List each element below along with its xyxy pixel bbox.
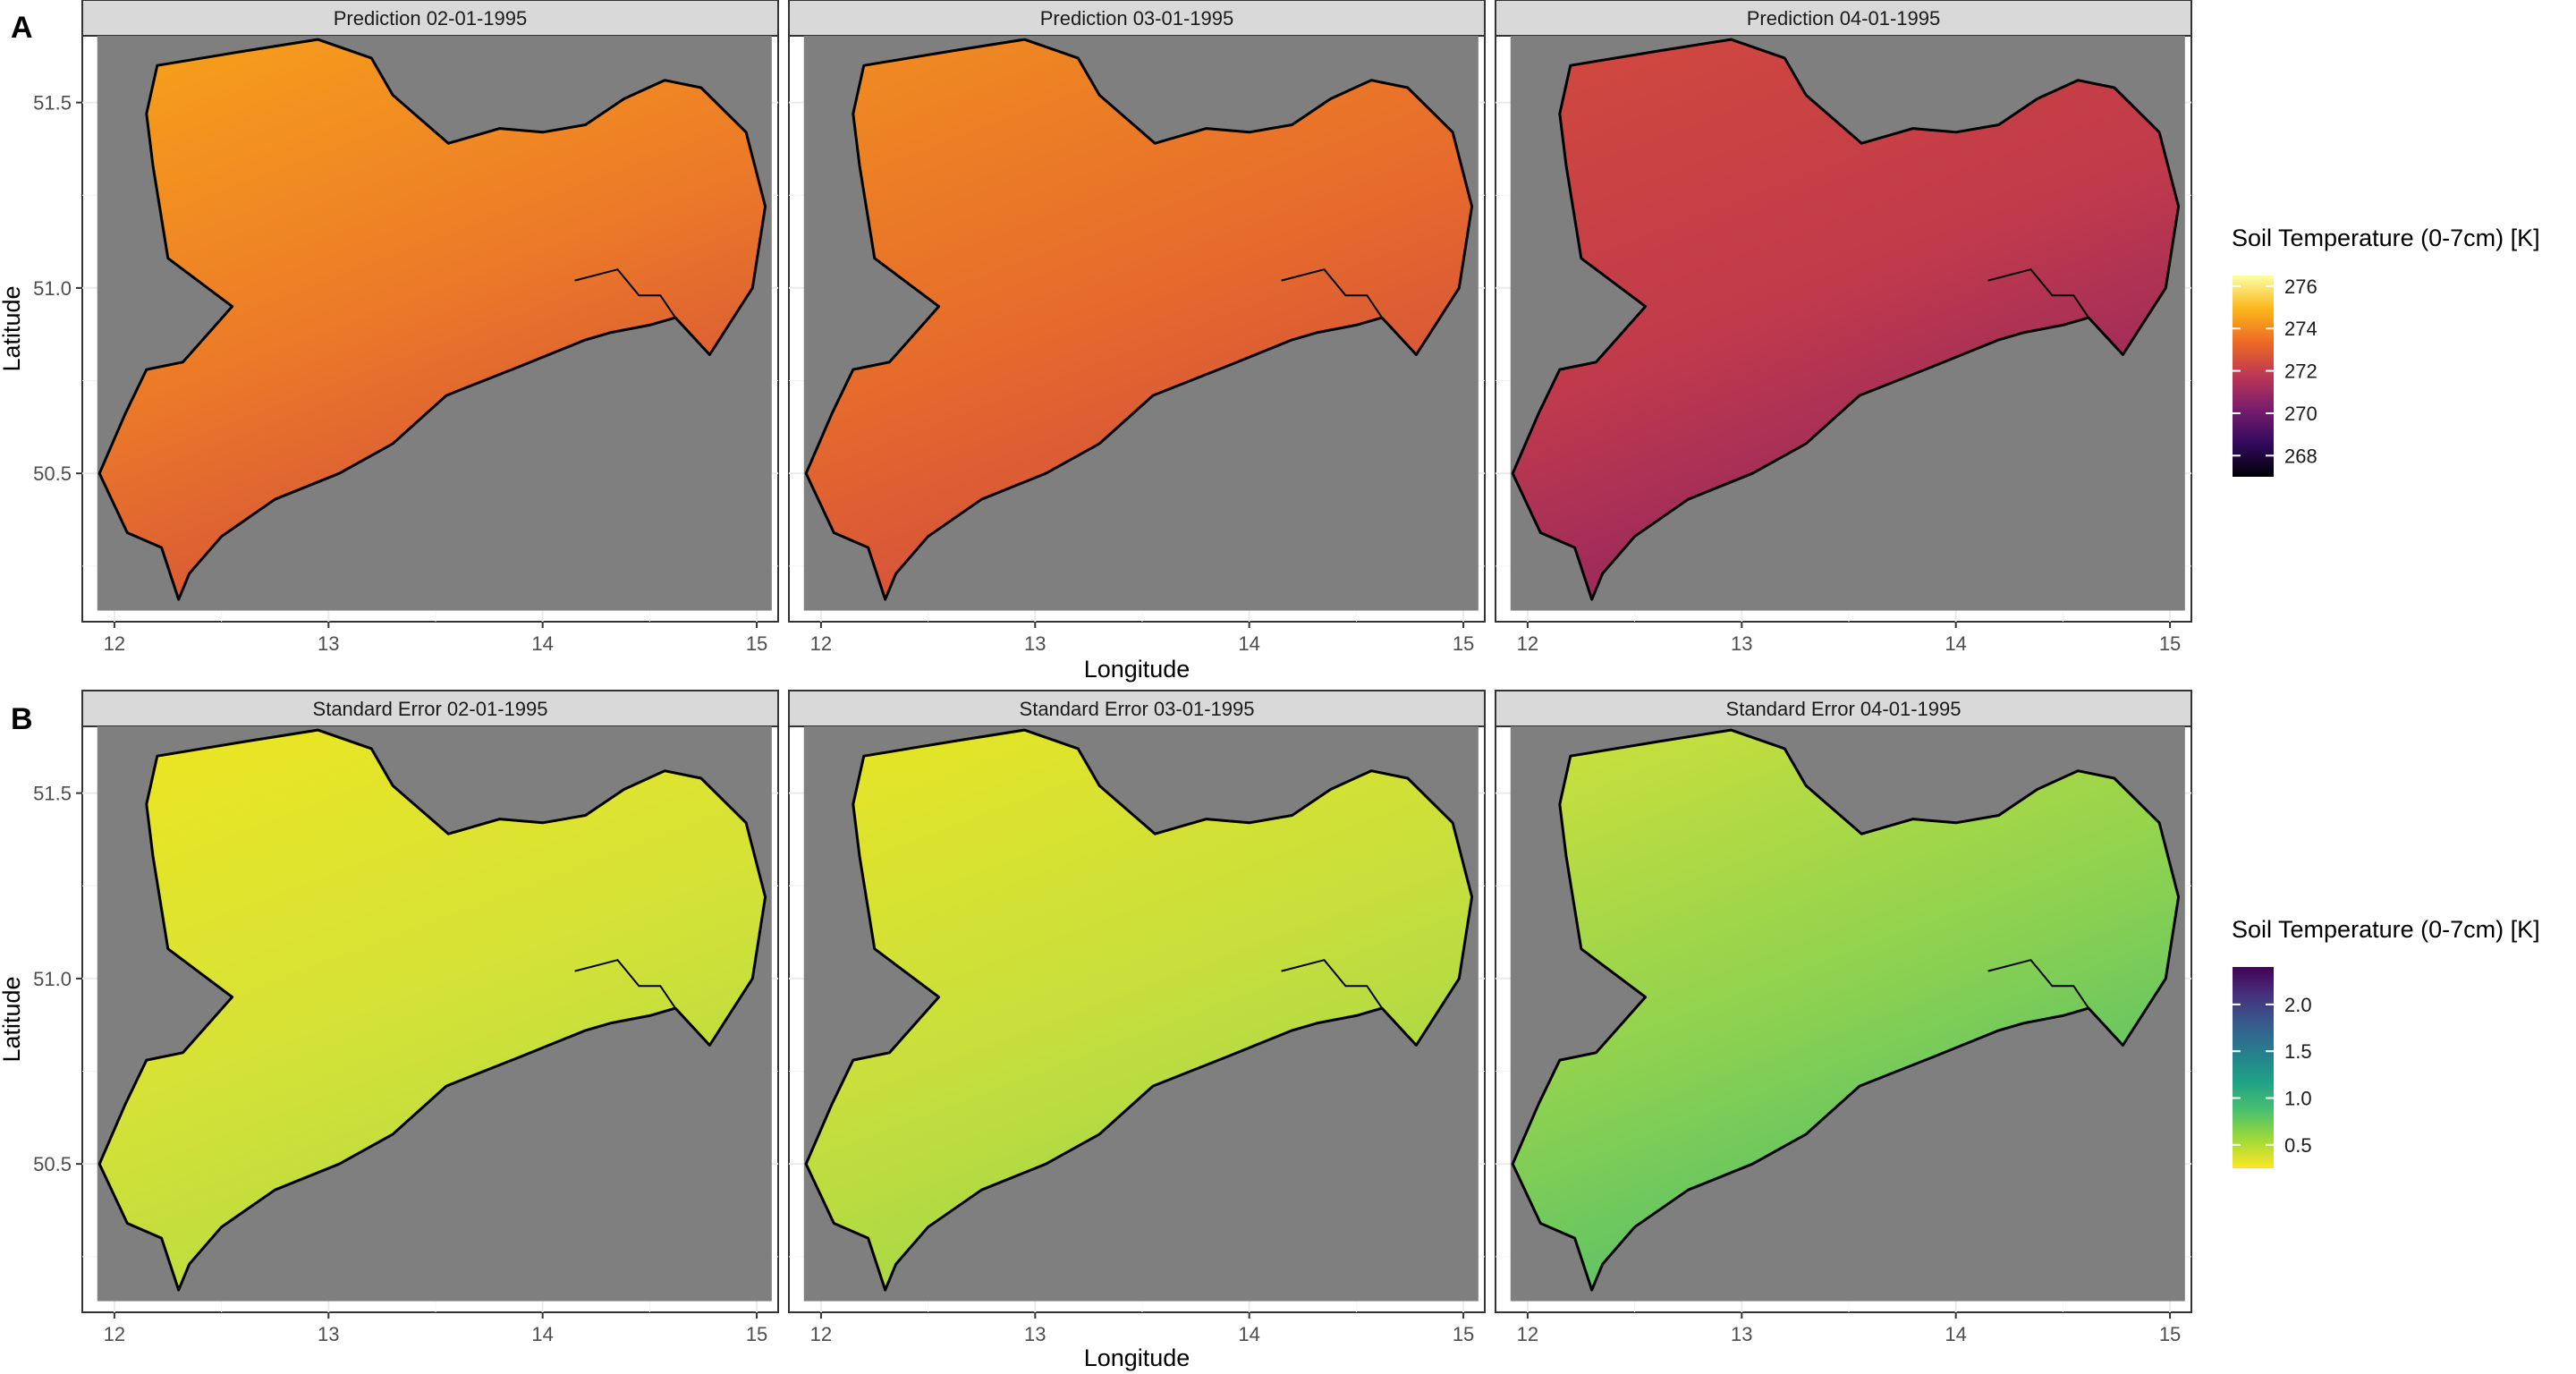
facet-strip-label: Prediction 02-01-1995 bbox=[334, 7, 527, 30]
x-tick-label: 12 bbox=[1517, 1323, 1538, 1345]
x-axis-title: Longitude bbox=[1084, 1344, 1191, 1371]
region-notch-outline bbox=[1987, 959, 2089, 1009]
legend-a: Soil Temperature (0-7cm) [K] 276 274 272 270… bbox=[2232, 225, 2540, 477]
facet-strip-label: Standard Error 03-01-1995 bbox=[1020, 698, 1255, 720]
x-tick-label: 13 bbox=[318, 632, 339, 655]
panel-letter: A bbox=[11, 11, 33, 45]
x-tick-label: 15 bbox=[746, 632, 767, 655]
x-tick-label: 15 bbox=[2159, 632, 2181, 655]
x-tick-label: 14 bbox=[1945, 632, 1966, 655]
region-notch-outline bbox=[574, 959, 676, 1009]
row-b-standard-error: Standard Error 02-01-1995 12 13 14 15 50.5 51.… bbox=[0, 690, 2192, 1371]
x-tick-label: 13 bbox=[1731, 632, 1752, 655]
facet-standard-error-2: Standard Error 03-01-1995 12 13 14 15 bbox=[788, 690, 1486, 1345]
legend-break-label: 1.0 bbox=[2284, 1088, 2312, 1110]
y-tick-label: 50.5 bbox=[33, 462, 72, 485]
x-tick-label: 12 bbox=[810, 632, 832, 655]
legend-break-label: 276 bbox=[2284, 276, 2318, 298]
y-tick-label: 51.0 bbox=[33, 277, 72, 300]
region-raster bbox=[97, 728, 767, 1292]
facet-strip bbox=[788, 690, 1486, 727]
region-raster bbox=[97, 38, 767, 601]
facet-standard-error-3: Standard Error 04-01-1995 12 13 14 15 bbox=[1495, 690, 2192, 1345]
facet-strip bbox=[788, 0, 1486, 37]
x-tick-label: 12 bbox=[810, 1323, 832, 1345]
x-tick-label: 14 bbox=[1238, 632, 1259, 655]
x-axis-title: Longitude bbox=[1084, 656, 1191, 683]
legend-break-label: 0.5 bbox=[2284, 1134, 2312, 1157]
facet-strip-label: Prediction 03-01-1995 bbox=[1040, 7, 1233, 30]
facet-strip-label: Standard Error 04-01-1995 bbox=[1726, 698, 1962, 720]
region-raster bbox=[1511, 728, 2181, 1292]
y-axis-title: Latitude bbox=[0, 285, 25, 371]
legend-colorbar bbox=[2233, 276, 2274, 477]
y-axis-title: Latitude bbox=[0, 976, 25, 1062]
x-tick-label: 15 bbox=[1453, 632, 1474, 655]
x-tick-label: 15 bbox=[1453, 1323, 1474, 1345]
row-a-prediction: Prediction 02-01-1995 12 13 14 15 50.5 51.0 51.… bbox=[0, 0, 2192, 683]
region-raster bbox=[1511, 38, 2181, 601]
region-notch-outline bbox=[1281, 268, 1383, 318]
legend-break-label: 272 bbox=[2284, 360, 2318, 383]
region-notch-outline bbox=[1281, 959, 1383, 1009]
legend-b: Soil Temperature (0-7cm) [K] 2.0 1.5 1.0 0.5 bbox=[2232, 916, 2540, 1168]
x-tick-label: 12 bbox=[104, 632, 125, 655]
panel-letter: B bbox=[11, 702, 33, 736]
region-raster bbox=[804, 38, 1474, 601]
legend-break-label: 270 bbox=[2284, 403, 2318, 425]
legend-title: Soil Temperature (0-7cm) [K] bbox=[2232, 916, 2540, 943]
facet-strip-label: Standard Error 02-01-1995 bbox=[313, 698, 548, 720]
legend-colorbar bbox=[2233, 967, 2274, 1168]
legend-break-label: 1.5 bbox=[2284, 1040, 2312, 1063]
legend-break-label: 2.0 bbox=[2284, 994, 2312, 1016]
legend-break-label: 268 bbox=[2284, 445, 2318, 467]
x-tick-label: 12 bbox=[1517, 632, 1538, 655]
y-tick-label: 51.5 bbox=[33, 92, 72, 114]
facet-standard-error-1: Standard Error 02-01-1995 12 13 14 15 50.5 51.… bbox=[33, 690, 779, 1345]
x-tick-label: 14 bbox=[1238, 1323, 1259, 1345]
x-tick-label: 14 bbox=[1945, 1323, 1966, 1345]
legends: Soil Temperature (0-7cm) [K] 276 274 272 270… bbox=[2232, 225, 2540, 1168]
legend-title: Soil Temperature (0-7cm) [K] bbox=[2232, 225, 2540, 251]
x-tick-label: 14 bbox=[531, 632, 553, 655]
y-tick-label: 50.5 bbox=[33, 1153, 72, 1175]
facet-prediction-2: Prediction 03-01-1995 12 13 14 15 bbox=[788, 0, 1486, 655]
x-tick-label: 15 bbox=[746, 1323, 767, 1345]
x-tick-label: 14 bbox=[531, 1323, 553, 1345]
legend-break-label: 274 bbox=[2284, 318, 2318, 340]
x-tick-label: 12 bbox=[104, 1323, 125, 1345]
x-tick-label: 15 bbox=[2159, 1323, 2181, 1345]
facet-strip bbox=[81, 0, 779, 37]
y-tick-label: 51.5 bbox=[33, 783, 72, 805]
facet-prediction-3: Prediction 04-01-1995 12 13 14 15 bbox=[1495, 0, 2192, 655]
facet-strip-label: Prediction 04-01-1995 bbox=[1747, 7, 1940, 30]
facet-prediction-1: Prediction 02-01-1995 12 13 14 15 50.5 51.0 51.… bbox=[33, 0, 779, 655]
x-tick-label: 13 bbox=[318, 1323, 339, 1345]
x-tick-label: 13 bbox=[1024, 1323, 1046, 1345]
region-notch-outline bbox=[1987, 268, 2089, 318]
region-notch-outline bbox=[574, 268, 676, 318]
x-tick-label: 13 bbox=[1731, 1323, 1752, 1345]
y-tick-label: 51.0 bbox=[33, 968, 72, 990]
region-raster bbox=[804, 728, 1474, 1292]
x-tick-label: 13 bbox=[1024, 632, 1046, 655]
